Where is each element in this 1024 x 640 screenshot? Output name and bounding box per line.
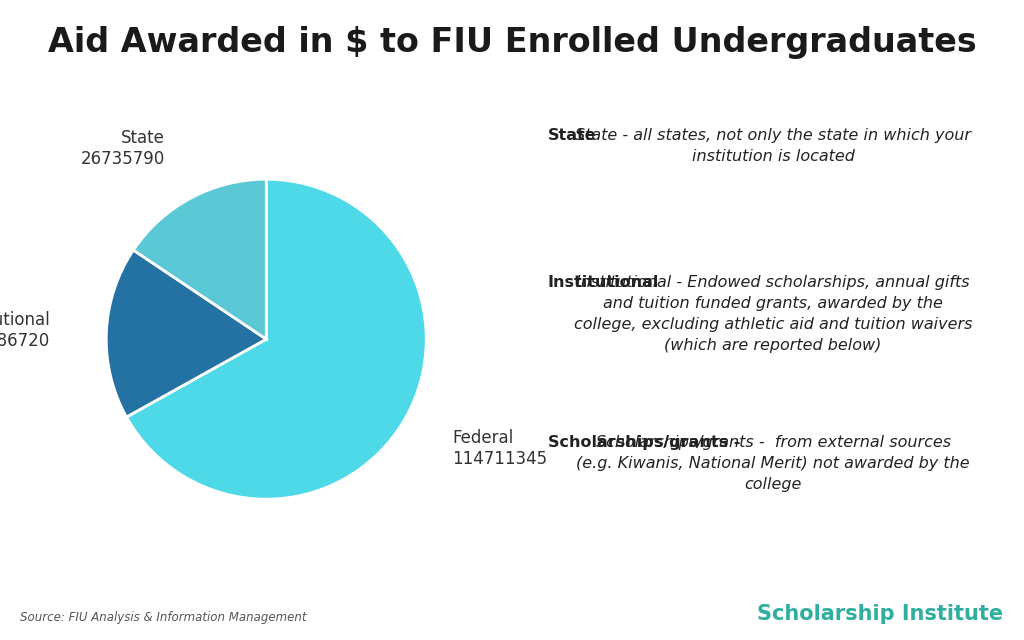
Text: State: State <box>548 128 596 143</box>
Text: Institutional: Institutional <box>548 275 659 290</box>
Text: Scholarships/grants -: Scholarships/grants - <box>548 435 745 450</box>
Text: Source: FIU Analysis & Information Management: Source: FIU Analysis & Information Manag… <box>20 611 307 624</box>
Text: State
26735790: State 26735790 <box>80 129 165 168</box>
Text: Institutional
29986720: Institutional 29986720 <box>0 311 50 349</box>
Wedge shape <box>126 179 426 499</box>
Text: Scholarship Institute: Scholarship Institute <box>758 604 1004 624</box>
Text: Federal
114711345: Federal 114711345 <box>453 429 548 468</box>
Text: Institutional - Endowed scholarships, annual gifts
and tuition funded grants, aw: Institutional - Endowed scholarships, an… <box>573 275 973 353</box>
Text: Aid Awarded in $ to FIU Enrolled Undergraduates: Aid Awarded in $ to FIU Enrolled Undergr… <box>48 26 976 59</box>
Wedge shape <box>133 179 266 339</box>
Wedge shape <box>106 250 266 417</box>
Text: Scholarships/grants -  from external sources
(e.g. Kiwanis, National Merit) not : Scholarships/grants - from external sour… <box>577 435 970 492</box>
Text: State - all states, not only the state in which your
institution is located: State - all states, not only the state i… <box>575 128 971 164</box>
